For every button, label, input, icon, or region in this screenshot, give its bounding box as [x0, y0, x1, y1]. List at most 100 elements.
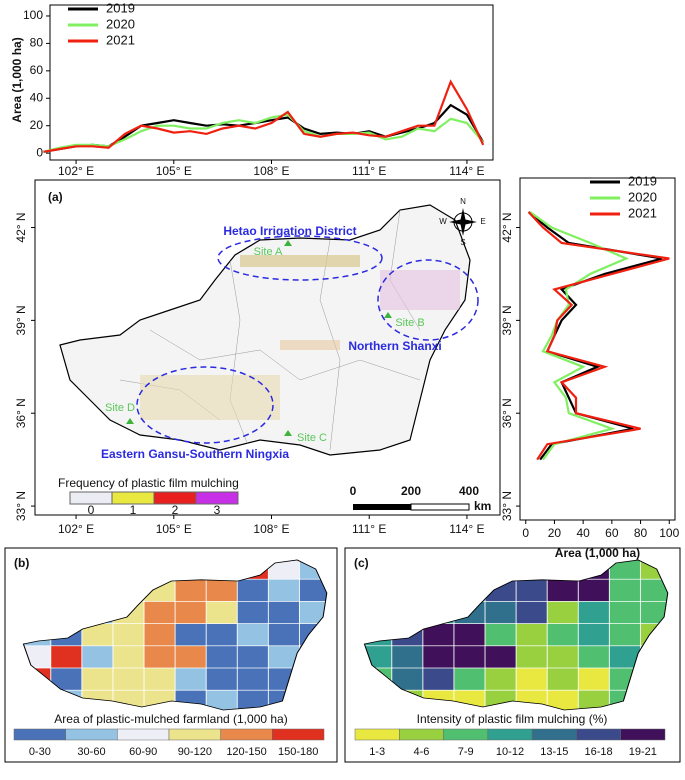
- x-axis-label: Area (1,000 ha): [555, 546, 640, 560]
- site-label: Site D: [105, 402, 135, 414]
- legend-label: 2019: [628, 173, 657, 188]
- legend-swatch: [168, 728, 221, 741]
- legend-swatch: [531, 728, 577, 741]
- region: [236, 601, 270, 625]
- legend-label: 150-180: [278, 746, 318, 758]
- panel-label: (c): [354, 556, 369, 570]
- x-tick-label: 20: [548, 526, 562, 540]
- y-tick-label: 100: [23, 8, 43, 22]
- legend-swatch: [117, 728, 170, 741]
- region: [608, 601, 642, 625]
- y-tick-label: 39° N: [500, 305, 514, 335]
- region: [236, 667, 270, 692]
- y-axis-label: Area (1,000 ha): [10, 37, 24, 122]
- region: [577, 667, 611, 692]
- legend-label: 2019: [106, 0, 135, 15]
- map-tick-label: 114° E: [449, 522, 484, 536]
- legend-label: 120-150: [226, 746, 266, 758]
- map-tick-label: 111° E: [352, 522, 386, 536]
- region: [143, 601, 177, 625]
- y-tick-label: 60: [30, 63, 44, 77]
- scale-unit: km: [474, 499, 491, 513]
- map-tick-label: 102° E: [58, 522, 94, 536]
- x-tick-label: 60: [605, 526, 619, 540]
- region: [50, 645, 84, 669]
- legend-label: 2: [172, 503, 179, 517]
- legend-title: Area of plastic-mulched farmland (1,000 …: [54, 712, 287, 726]
- legend-label: 2021: [628, 205, 657, 220]
- region: [484, 623, 518, 647]
- scale-label: 400: [459, 484, 479, 498]
- region: [546, 578, 580, 603]
- legend-swatch: [220, 728, 273, 741]
- scale-label: 0: [350, 484, 357, 498]
- region: [267, 601, 301, 625]
- legend-label: 19-21: [629, 746, 657, 758]
- region: [267, 578, 301, 603]
- legend-label: 2020: [106, 16, 135, 31]
- region: [174, 667, 208, 692]
- region: [143, 645, 177, 669]
- legend-label: 2020: [628, 189, 657, 204]
- region: [515, 645, 549, 669]
- legend-title: Frequency of plastic film mulching: [58, 476, 239, 490]
- region: [267, 623, 301, 647]
- map-tick-label: 108° E: [253, 522, 289, 536]
- legend-label: 2021: [106, 32, 135, 47]
- region: [546, 667, 580, 692]
- y-tick-label: 40: [30, 90, 44, 104]
- legend-label: 3: [214, 503, 221, 517]
- region: [236, 578, 270, 603]
- data-line: [529, 211, 629, 461]
- scale-label: 200: [401, 484, 421, 498]
- plot-frame: [519, 177, 676, 521]
- site-label: Site C: [297, 432, 327, 444]
- region: [608, 623, 642, 647]
- legend-swatch: [620, 728, 666, 741]
- region: [515, 623, 549, 647]
- x-tick-label: 105° E: [156, 164, 192, 178]
- legend-swatch: [13, 728, 66, 741]
- region: [81, 645, 115, 669]
- region: [546, 623, 580, 647]
- region: [453, 623, 487, 647]
- x-tick-label: 108° E: [253, 164, 289, 178]
- legend-label: 10-12: [496, 746, 524, 758]
- region: [174, 623, 208, 647]
- map-a-mulching: [140, 255, 460, 420]
- legend-label: 1-3: [369, 746, 385, 758]
- data-line: [43, 79, 485, 153]
- region: [484, 645, 518, 669]
- region-ellipses: [136, 235, 479, 444]
- region: [577, 645, 611, 669]
- data-line: [43, 113, 485, 153]
- x-tick-label: 0: [522, 526, 529, 540]
- region: [577, 578, 611, 603]
- region: [577, 601, 611, 625]
- region: [484, 601, 518, 625]
- region: [546, 645, 580, 669]
- compass-label: S: [460, 238, 465, 247]
- legend-label: 60-90: [129, 746, 157, 758]
- region: [174, 601, 208, 625]
- y-tick-label: 80: [30, 36, 44, 50]
- compass-label: E: [480, 217, 485, 226]
- region: [453, 667, 487, 692]
- region: [81, 667, 115, 692]
- x-tick-label: 102° E: [58, 164, 94, 178]
- legend-label: 90-120: [178, 746, 212, 758]
- region: [577, 623, 611, 647]
- legend-label: 0: [88, 503, 95, 517]
- y-tick-label: 33° N: [500, 491, 514, 521]
- compass-label: W: [439, 217, 447, 226]
- y-tick-label: 0: [36, 145, 43, 159]
- region: [515, 578, 549, 603]
- x-tick-label: 111° E: [352, 164, 386, 178]
- region: [205, 645, 239, 669]
- map-tick-label: 33° N: [14, 491, 28, 521]
- region: [143, 667, 177, 692]
- legend-swatch: [576, 728, 621, 741]
- map-tick-label: 105° E: [156, 522, 192, 536]
- site-markers: [126, 240, 392, 436]
